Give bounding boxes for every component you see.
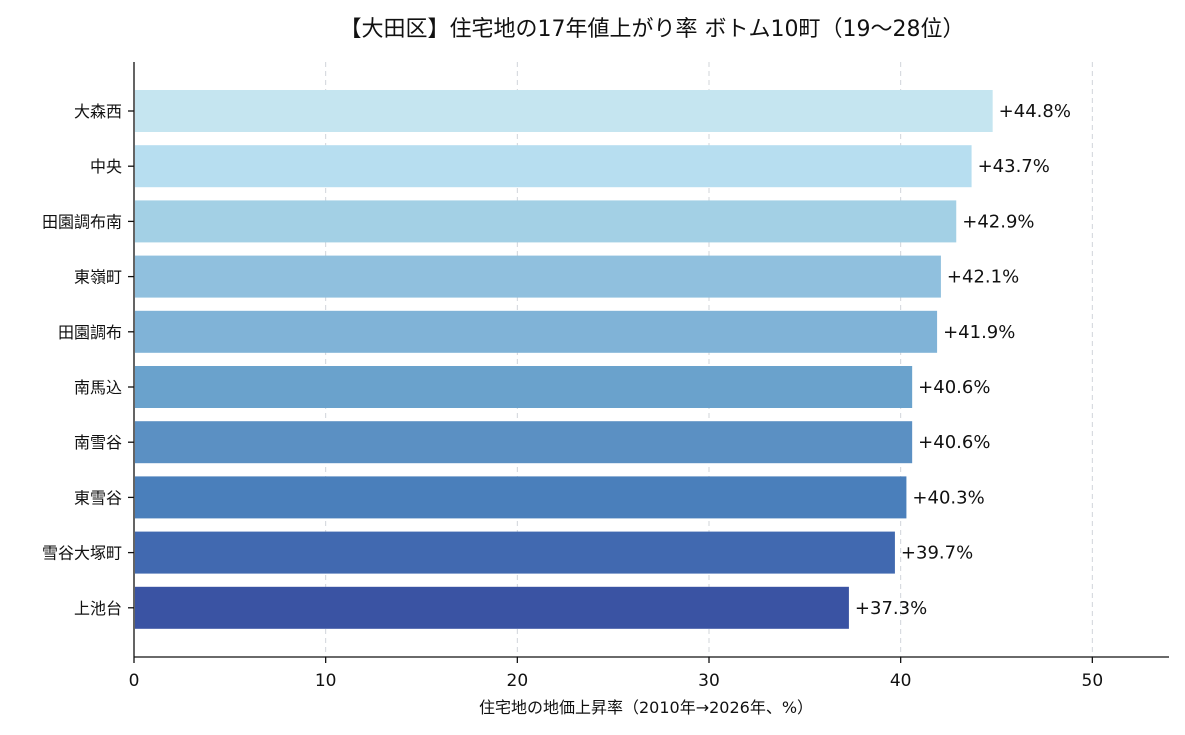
bar xyxy=(135,255,941,298)
value-label: +40.6% xyxy=(918,432,990,453)
value-label: +42.9% xyxy=(962,211,1034,232)
bar xyxy=(135,310,938,353)
bar xyxy=(135,586,849,629)
bar xyxy=(135,476,907,519)
bar xyxy=(135,90,993,132)
bar xyxy=(135,145,972,188)
category-label: 南馬込 xyxy=(74,378,122,397)
x-tick-label: 10 xyxy=(315,671,337,691)
x-tick-label: 30 xyxy=(698,671,720,691)
bar xyxy=(135,421,913,464)
x-axis-label: 住宅地の地価上昇率（2010年→2026年、%） xyxy=(479,698,813,717)
value-label: +41.9% xyxy=(943,322,1015,343)
bar xyxy=(135,366,913,408)
x-tick-label: 40 xyxy=(890,671,912,691)
value-label: +42.1% xyxy=(947,267,1019,288)
axes xyxy=(133,62,1169,658)
x-tick-label: 50 xyxy=(1082,671,1104,691)
value-labels: +44.8% +43.7% +42.9% +42.1% +41.9% +40.6% +40.… xyxy=(855,101,1071,619)
category-label: 上池台 xyxy=(74,599,122,618)
value-label: +39.7% xyxy=(901,543,973,564)
value-label: +40.6% xyxy=(918,377,990,398)
value-label: +44.8% xyxy=(999,101,1071,122)
chart-title: 【大田区】住宅地の17年値上がり率 ボトム10町（19〜28位） xyxy=(340,17,965,42)
category-label: 田園調布 xyxy=(58,323,122,342)
x-tick-label: 20 xyxy=(507,671,529,691)
category-label: 南雪谷 xyxy=(74,433,122,452)
bar xyxy=(135,200,957,243)
category-label: 東嶺町 xyxy=(74,268,122,287)
category-label: 中央 xyxy=(90,157,122,176)
value-label: +37.3% xyxy=(855,598,927,619)
value-label: +43.7% xyxy=(978,156,1050,177)
category-label: 東雪谷 xyxy=(74,488,122,507)
bar xyxy=(135,531,895,574)
bars xyxy=(135,90,993,629)
category-label: 雪谷大塚町 xyxy=(42,544,122,563)
category-label: 大森西 xyxy=(74,102,122,121)
x-ticks: 0 10 20 30 40 50 xyxy=(129,657,1104,691)
x-tick-label: 0 xyxy=(129,671,140,691)
value-label: +40.3% xyxy=(912,487,984,508)
category-label: 田園調布南 xyxy=(42,212,122,231)
